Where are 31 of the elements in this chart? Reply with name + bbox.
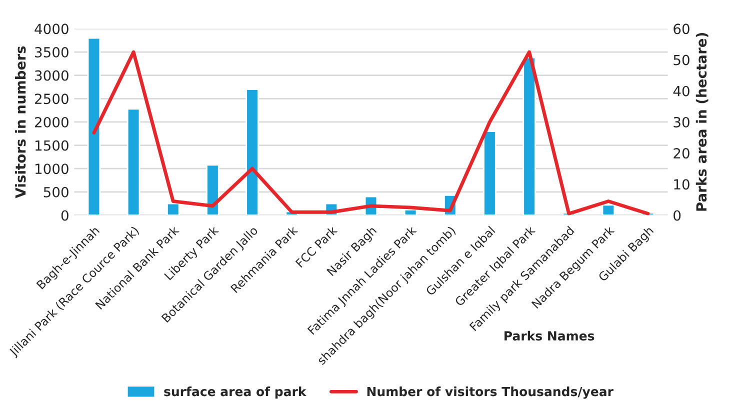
y2-tick-label: 50 [674,54,690,66]
bar [602,204,616,216]
y-tick-label: 0 [61,210,68,221]
bar [404,208,418,216]
y-tick-label: 2500 [35,94,68,104]
y-tick-label: 4000 [34,24,68,34]
bar [246,88,259,216]
y2-tick-label: 10 [674,179,690,190]
y-tick-label: 3500 [35,46,68,58]
bar [87,37,101,216]
y-tick-label: 500 [44,186,68,198]
y2-tick-label: 40 [673,86,690,96]
legend-label: surface area of park [164,386,306,399]
y-tick-label: 2000 [35,116,68,128]
y2-tick-label: 30 [674,116,690,128]
y-tick-label: 3000 [35,70,68,81]
bar [166,202,180,216]
y2-tick-label: 0 [674,210,681,221]
y2-tick-label: 60 [674,24,690,34]
legend-label: Number of visitors Thousands/year [367,386,614,399]
y2-tick-label: 20 [674,148,690,159]
y-tick-label: 1000 [36,164,68,174]
y-axis-title: Visitors in numbers [14,46,26,198]
y2-axis-title: Parks area in (hectare) [696,33,708,211]
x-axis-title: Parks Names [504,330,594,341]
bar [522,56,536,216]
bar [206,164,220,216]
bar [483,130,496,216]
bar [126,108,140,216]
line-series [92,50,650,216]
y-tick-label: 1500 [36,140,68,151]
